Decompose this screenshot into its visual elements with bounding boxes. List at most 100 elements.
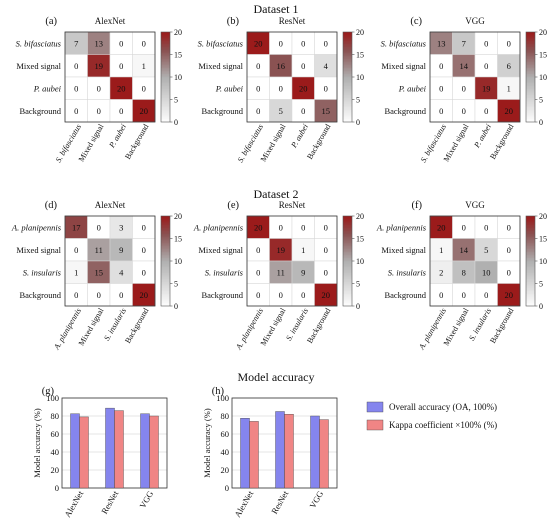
colorbar-step (161, 78, 170, 81)
cell-value: 20 (505, 290, 514, 300)
colorbar-step (343, 92, 352, 94)
row-label: S. insularis (23, 267, 62, 277)
colorbar-step (161, 255, 170, 257)
colorbar-step (161, 83, 170, 85)
colorbar-step (343, 77, 352, 79)
colorbar-step (161, 282, 170, 284)
colorbar-step (343, 286, 352, 289)
cell-value: 7 (74, 38, 78, 48)
colorbar-step (526, 267, 535, 269)
colorbar-step (526, 270, 535, 272)
colorbar-step (526, 304, 535, 307)
colorbar-step (161, 264, 170, 266)
colorbar-step (161, 291, 170, 293)
cell-value: 14 (460, 61, 469, 71)
colorbar-tick-label: 10 (174, 257, 182, 266)
cell-value: 0 (462, 222, 466, 232)
row-label: S. bifasciatus (16, 38, 62, 48)
y-tick-label: 0 (55, 483, 59, 493)
cell-value: 10 (482, 267, 491, 277)
colorbar-step (161, 74, 170, 76)
x-tick-label: AlexNet (62, 488, 85, 518)
colorbar-step (526, 50, 535, 52)
colorbar-step (161, 35, 170, 37)
cell-value: 0 (119, 38, 123, 48)
colorbar-step (526, 89, 535, 91)
colorbar-step (161, 68, 170, 70)
colorbar-step (161, 93, 170, 96)
cell-value: 0 (142, 83, 146, 93)
colorbar-step (343, 271, 352, 274)
colorbar-step (526, 268, 535, 271)
colorbar-step (343, 105, 352, 108)
colorbar-step (526, 265, 535, 268)
cell-value: 0 (507, 222, 511, 232)
colorbar-step (343, 120, 352, 123)
colorbar-step (161, 120, 170, 123)
y-tick-label: 100 (46, 393, 59, 403)
cell-value: 0 (97, 106, 101, 116)
y-tick-label: 20 (51, 465, 60, 475)
colorbar-step (161, 294, 170, 296)
colorbar-step (526, 229, 535, 232)
colorbar-step (161, 231, 170, 233)
cell-value: 1 (74, 267, 78, 277)
cell-value: 7 (462, 38, 466, 48)
legend-label: Kappa coefficient ×100% (%) (389, 420, 497, 430)
cell-value: 0 (462, 106, 466, 116)
colorbar-step (526, 250, 535, 253)
colorbar-step (526, 298, 535, 301)
colorbar-step (161, 288, 170, 290)
colorbar-step (526, 259, 535, 262)
colorbar-step (526, 235, 535, 238)
colorbar-step (526, 65, 535, 67)
colorbar-step (526, 246, 535, 248)
colorbar-step (161, 63, 170, 66)
bar-kappa (114, 410, 124, 489)
colorbar-step (161, 261, 170, 263)
cell-value: 0 (324, 38, 328, 48)
colorbar-step (526, 216, 535, 218)
colorbar-step (161, 235, 170, 238)
colorbar-tick-label: 15 (174, 235, 182, 244)
model-accuracy-title: Model accuracy (238, 370, 315, 384)
colorbar-step (161, 243, 170, 245)
colorbar-step (343, 33, 352, 36)
colorbar-step (161, 279, 170, 281)
colorbar-step (161, 102, 170, 105)
colorbar-step (161, 297, 170, 299)
colorbar-step (161, 65, 170, 67)
cell-value: 2 (439, 267, 443, 277)
colorbar-step (526, 225, 535, 227)
colorbar-step (161, 53, 170, 55)
colorbar-step (161, 262, 170, 265)
cell-value: 14 (460, 245, 469, 255)
cell-value: 19 (277, 245, 286, 255)
cell-value: 16 (277, 61, 286, 71)
colorbar-step (161, 56, 170, 58)
row-label: S. bifasciatus (381, 38, 427, 48)
colorbar-step (526, 228, 535, 230)
x-tick-label: ResNet (99, 488, 120, 515)
panel-title: AlexNet (95, 200, 126, 210)
colorbar-step (161, 223, 170, 226)
colorbar-step (343, 51, 352, 54)
heatmap-frame (246, 215, 338, 307)
colorbar-step (526, 48, 535, 51)
colorbar-step (161, 259, 170, 262)
colorbar-step (526, 116, 535, 118)
colorbar-step (343, 116, 352, 118)
colorbar-step (343, 114, 352, 117)
colorbar-step (343, 277, 352, 280)
cell-value: 0 (256, 245, 260, 255)
colorbar-step (526, 63, 535, 66)
colorbar-step (161, 98, 170, 100)
colorbar-step (343, 56, 352, 58)
colorbar-step (343, 98, 352, 100)
colorbar-step (526, 237, 535, 239)
colorbar-step (161, 105, 170, 108)
bar-overall-accuracy (240, 418, 250, 489)
colorbar-step (161, 277, 170, 280)
colorbar-step (343, 45, 352, 48)
row-label: A. planipennis (11, 222, 62, 232)
